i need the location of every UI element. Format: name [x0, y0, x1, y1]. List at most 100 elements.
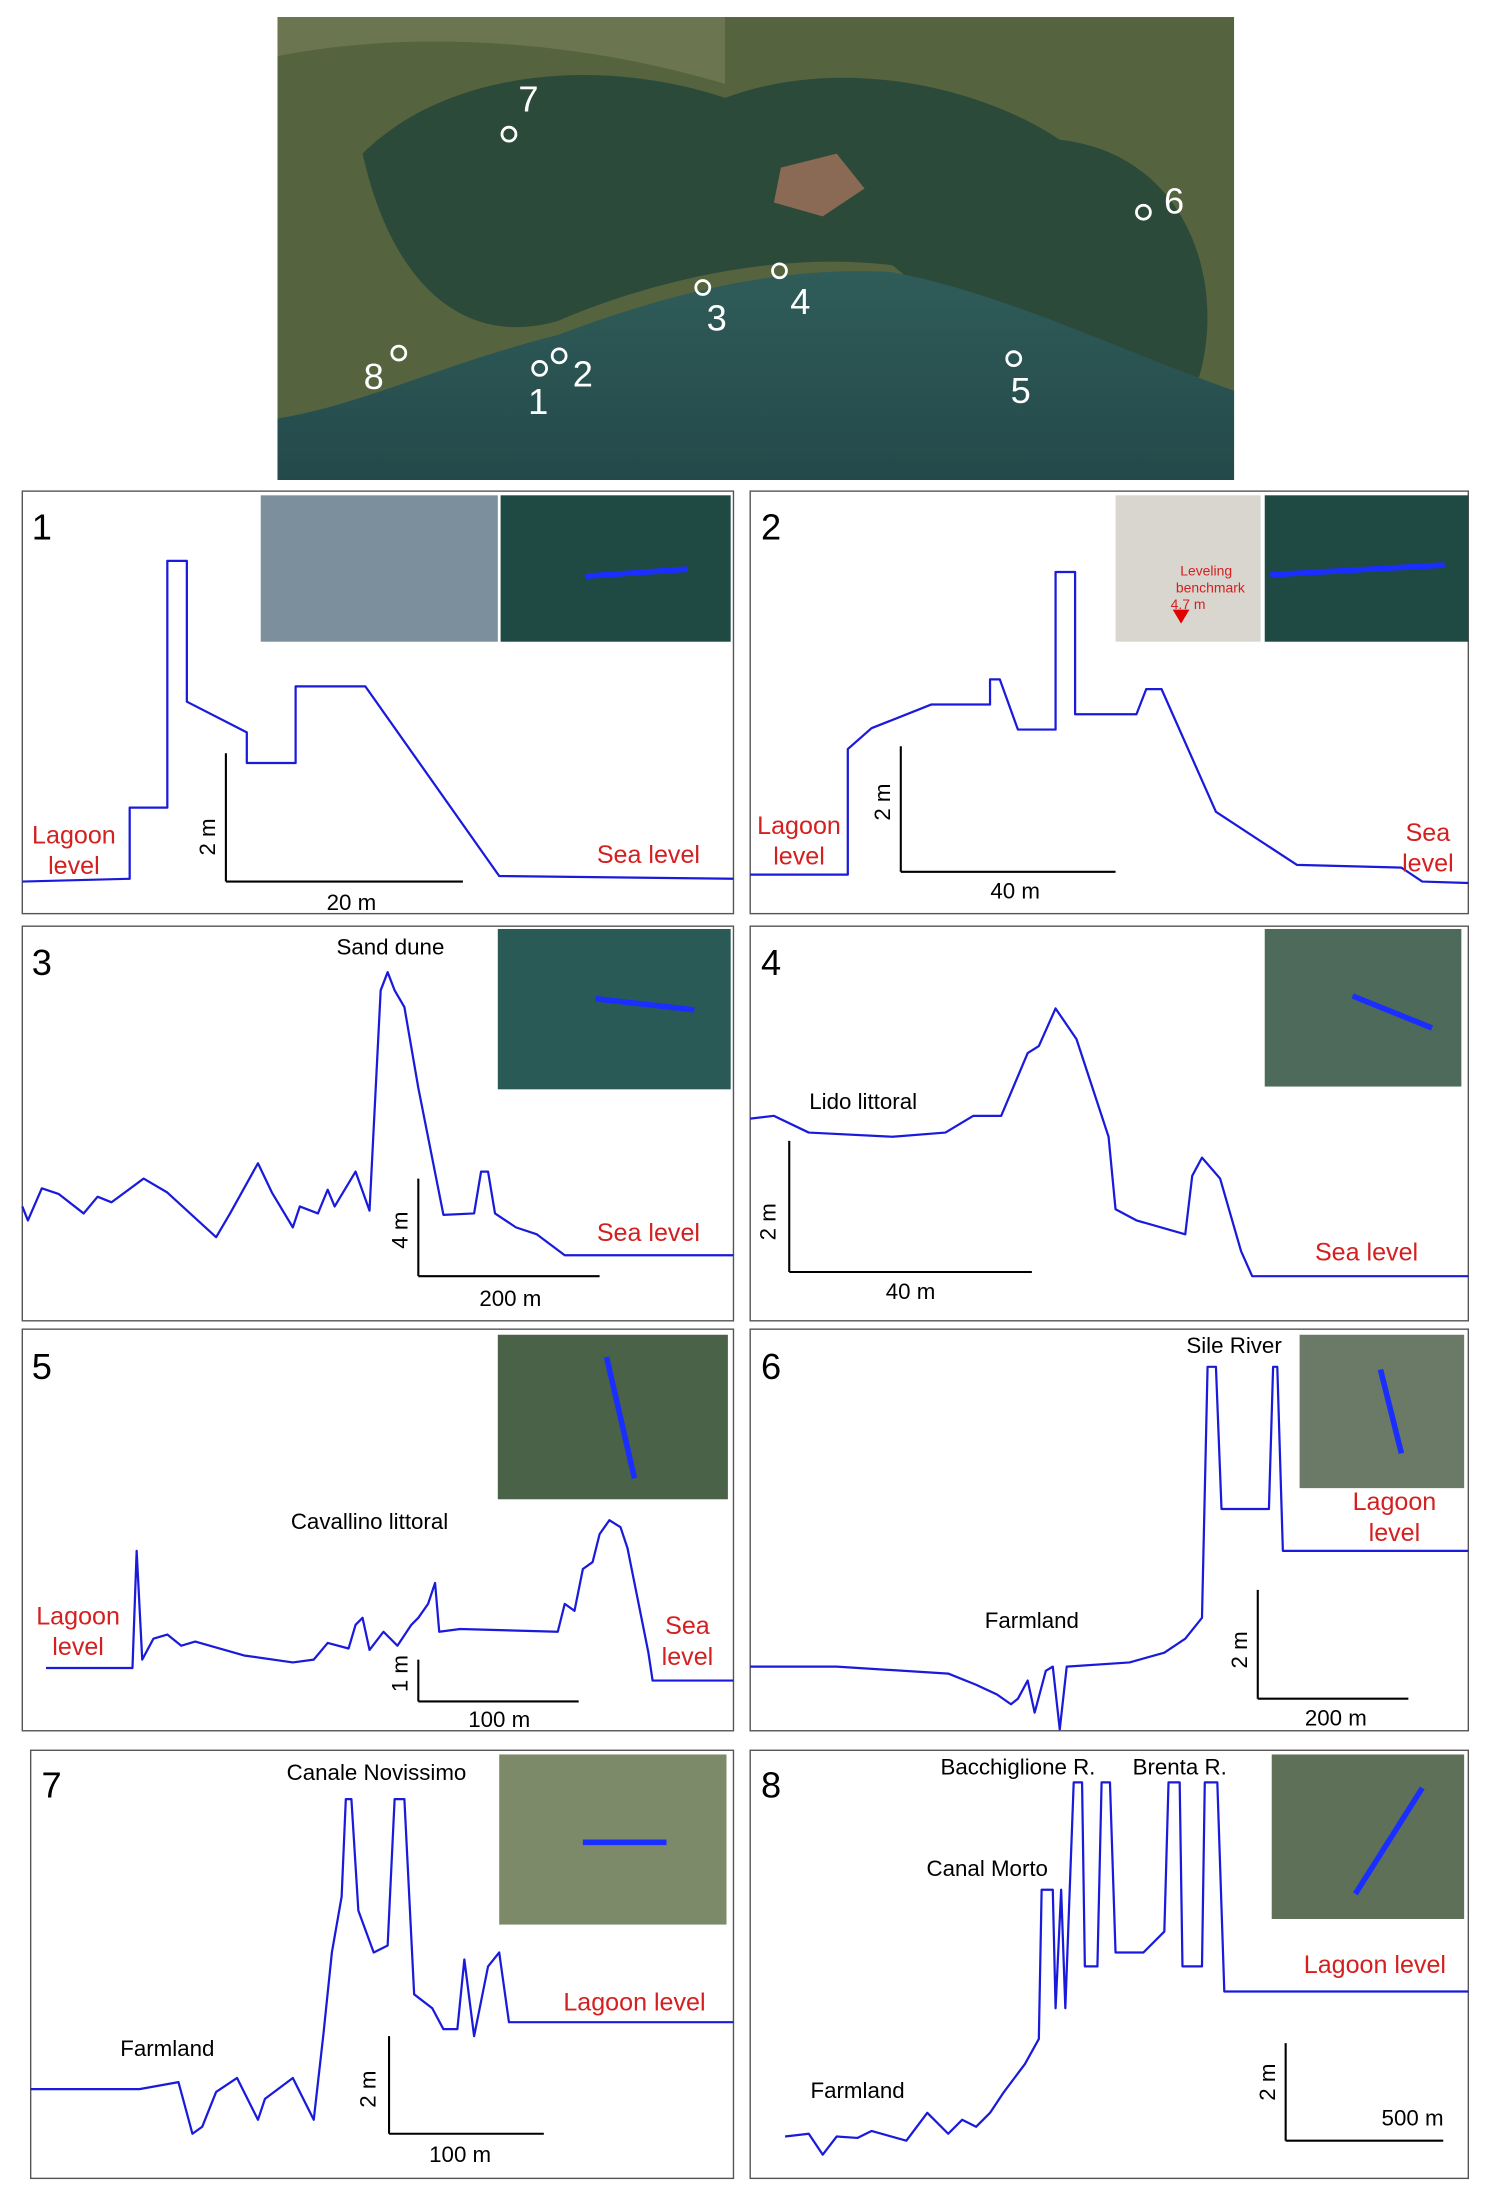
profile-label: Lagoon level	[563, 1989, 705, 2017]
scale-label-vertical: 2 m	[1227, 1631, 1252, 1668]
transect-line	[603, 1356, 638, 1479]
annotation: Farmland	[810, 2078, 904, 2103]
profile-label: Lagoon	[757, 812, 841, 840]
profile-label: Sea level	[597, 841, 700, 869]
profile-label: Sea	[1406, 819, 1451, 847]
scale-label-vertical: 2 m	[355, 2071, 380, 2108]
elevation-profile	[46, 1519, 734, 1682]
site-label: 5	[1011, 370, 1031, 411]
inset-image	[1115, 495, 1261, 642]
panel-frame	[749, 490, 1470, 915]
transect-line	[1377, 1368, 1405, 1454]
scale-label-vertical: 1 m	[387, 1655, 412, 1692]
site-marker	[390, 344, 408, 362]
site-label: 2	[573, 353, 593, 394]
map-sea	[277, 271, 1235, 480]
annotation: Canal Morto	[927, 1856, 1048, 1881]
transect-line	[1270, 562, 1445, 578]
inset-image	[497, 928, 731, 1090]
annotation: Lido littoral	[809, 1089, 917, 1114]
inset-image	[1299, 1334, 1465, 1489]
scale-label-horizontal: 200 m	[479, 1286, 541, 1311]
profile-panel: 5 1 m 100 m Lagoon level Sea level Cavallino li…	[21, 1328, 735, 1732]
site-label: 1	[528, 381, 548, 422]
scale-label-horizontal: 200 m	[1305, 1705, 1367, 1730]
panel-frame	[749, 1328, 1470, 1732]
profile-label: level	[1402, 849, 1454, 877]
profile-label: Lagoon level	[1304, 1951, 1446, 1979]
profile-label: level	[48, 852, 100, 880]
site-label: 3	[707, 298, 727, 339]
panel-number: 4	[761, 942, 781, 983]
inset-note: benchmark	[1176, 579, 1245, 595]
panel-frame	[749, 1749, 1470, 2180]
profile-label: level	[662, 1643, 714, 1671]
annotation: Sile River	[1186, 1333, 1282, 1358]
scale-label-vertical: 2 m	[1255, 2064, 1280, 2101]
annotation: Farmland	[120, 2036, 214, 2061]
scale-label-vertical: 2 m	[870, 783, 895, 820]
site-marker	[694, 279, 712, 296]
scale-label-horizontal: 20 m	[327, 890, 377, 915]
panel-number: 6	[761, 1346, 781, 1387]
transect-line	[1353, 1786, 1425, 1896]
scale-label-horizontal: 100 m	[468, 1707, 530, 1732]
panel-frame	[21, 925, 735, 1322]
annotation: Canale Novissimo	[287, 1760, 467, 1785]
inset-image	[1271, 1754, 1465, 1920]
elevation-profile	[30, 1797, 734, 2135]
site-marker	[771, 262, 788, 280]
scale-label-horizontal: 40 m	[886, 1279, 936, 1304]
scale-label-horizontal: 500 m	[1382, 2106, 1444, 2131]
site-label: 8	[364, 356, 384, 397]
inset-image	[497, 1334, 728, 1500]
profile-label: Lagoon	[1353, 1488, 1437, 1516]
transect-line	[585, 566, 688, 579]
site-marker	[531, 360, 549, 377]
profile-label: level	[1369, 1519, 1421, 1547]
map-venice	[773, 153, 865, 217]
site-marker	[500, 125, 518, 143]
elevation-profile	[750, 1007, 1469, 1278]
transect-line	[595, 995, 695, 1013]
profile-panel: 6 2 m 200 m Lagoon level Sile River Farmland	[749, 1328, 1470, 1732]
panel-number: 2	[761, 507, 781, 548]
site-label: 6	[1164, 180, 1184, 221]
site-marker	[1135, 203, 1152, 221]
elevation-profile	[21, 971, 734, 1257]
scale-label-horizontal: 40 m	[990, 879, 1040, 904]
profile-panel: 3 4 m 200 m Sea level Sand dune	[21, 925, 735, 1322]
panel-frame	[21, 1328, 735, 1732]
elevation-profile	[22, 559, 734, 883]
inset-note: 4.7 m	[1171, 596, 1206, 612]
site-label: 4	[790, 281, 810, 322]
inset-image	[260, 495, 498, 642]
annotation: Brenta R.	[1133, 1754, 1227, 1779]
elevation-profile	[784, 1781, 1469, 2156]
inset-note: Leveling	[1180, 563, 1232, 579]
panel-number: 1	[32, 507, 52, 548]
profile-panel: 8 2 m 500 m Lagoon level Bacchiglione R. Bren…	[749, 1749, 1470, 2180]
site-label: 7	[518, 79, 538, 120]
profile-panel: 7 2 m 100 m Lagoon level Canale Novissimo Far…	[29, 1749, 735, 2180]
panel-number: 7	[42, 1765, 62, 1806]
profile-label: Lagoon	[32, 822, 116, 850]
inset-image	[1264, 928, 1462, 1087]
panel-number: 8	[761, 1765, 781, 1806]
panel-frame	[21, 490, 735, 915]
profile-label: Sea	[665, 1612, 710, 1640]
scale-label-vertical: 4 m	[387, 1212, 412, 1249]
scale-label-vertical: 2 m	[756, 1203, 781, 1240]
panel-number: 3	[32, 942, 52, 983]
profile-label: level	[773, 842, 825, 870]
benchmark-marker	[1172, 609, 1190, 624]
profile-label: Sea level	[1315, 1238, 1418, 1266]
profile-label: Lagoon	[36, 1602, 120, 1630]
map	[277, 17, 1235, 480]
annotation: Bacchiglione R.	[940, 1754, 1095, 1779]
scale-label-vertical: 2 m	[195, 818, 220, 855]
